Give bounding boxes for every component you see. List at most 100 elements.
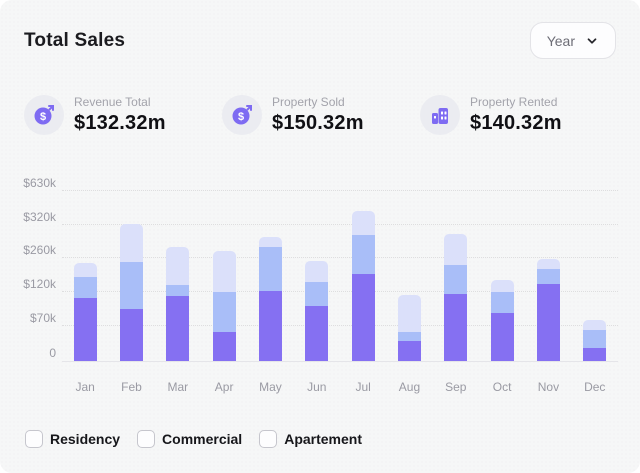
bar-segment-residency: [166, 296, 190, 361]
y-axis-label: 0: [49, 346, 56, 360]
stat-label: Revenue Total: [74, 95, 151, 109]
stat-value: $150.32m: [272, 112, 364, 134]
bar-segment-apartement: [119, 224, 143, 262]
stat-value: $132.32m: [74, 112, 166, 134]
stat-revenue-total: $ Revenue Total $132.32m: [24, 95, 222, 135]
bar-jun: [305, 261, 329, 361]
bar-segment-apartement: [490, 280, 514, 292]
bars-container: [62, 170, 618, 361]
coin-sparkle-icon: $: [24, 95, 64, 135]
buildings-icon: [420, 95, 460, 135]
x-axis-label: Jul: [355, 380, 371, 394]
bar-segment-commercial: [444, 265, 468, 294]
bar-segment-commercial: [166, 285, 190, 296]
x-axis-label: Nov: [537, 380, 560, 394]
bar-segment-residency: [73, 298, 97, 361]
bar-slot: [108, 224, 154, 361]
x-axis-label: Dec: [584, 380, 606, 394]
bar-may: [258, 237, 282, 361]
bar-segment-commercial: [73, 277, 97, 298]
bar-mar: [166, 247, 190, 361]
bar-segment-apartement: [305, 261, 329, 282]
bar-segment-residency: [583, 348, 607, 361]
y-axis: $630k $320k $260k $120k $70k 0: [0, 170, 56, 362]
sales-bar-chart: $630k $320k $260k $120k $70k 0: [0, 170, 618, 362]
x-axis-label: Oct: [492, 380, 512, 394]
gridline: [62, 291, 618, 292]
bar-slot: [247, 237, 293, 361]
y-axis-label: $320k: [23, 210, 56, 224]
coin-sparkle-icon: $: [222, 95, 262, 135]
year-selector-value: Year: [546, 32, 575, 49]
x-axis-label: Apr: [214, 380, 234, 394]
bar-apr: [212, 251, 236, 361]
bar-segment-commercial: [305, 282, 329, 306]
bar-segment-commercial: [119, 262, 143, 309]
bar-segment-apartement: [73, 263, 97, 277]
bar-segment-apartement: [583, 320, 607, 330]
apartement-checkbox[interactable]: [259, 430, 278, 448]
bar-segment-apartement: [166, 247, 190, 285]
x-axis: Jan Feb Mar Apr May Jun Jul Aug Sep Oct Nov Dec: [62, 380, 618, 394]
bar-segment-apartement: [212, 251, 236, 292]
y-axis-label: $120k: [23, 277, 56, 291]
residency-checkbox[interactable]: [25, 430, 43, 448]
filter-label: Apartement: [284, 431, 362, 447]
bar-segment-residency: [444, 294, 468, 361]
bar-segment-residency: [119, 309, 143, 361]
bar-sep: [444, 234, 468, 361]
bar-slot: [62, 263, 108, 361]
bar-segment-commercial: [583, 330, 607, 348]
bar-slot: [479, 280, 525, 361]
x-axis-label: Feb: [121, 380, 142, 394]
commercial-checkbox[interactable]: [137, 430, 156, 448]
y-axis-label: $70k: [29, 311, 56, 325]
filter-apartement[interactable]: Apartement: [259, 430, 362, 448]
y-axis-label: $630k: [23, 176, 56, 190]
bar-segment-commercial: [397, 332, 421, 341]
stat-value: $140.32m: [470, 112, 562, 134]
bar-segment-apartement: [536, 259, 560, 269]
bar-dec: [583, 320, 607, 361]
filter-residency[interactable]: Residency: [25, 430, 120, 448]
stat-label: Property Rented: [470, 95, 558, 109]
bar-segment-apartement: [444, 234, 468, 265]
gridline: [62, 325, 618, 326]
x-axis-label: Jun: [307, 380, 327, 394]
bar-segment-commercial: [212, 292, 236, 332]
bar-aug: [397, 295, 421, 361]
stat-label: Property Sold: [272, 95, 345, 109]
bar-segment-residency: [258, 291, 282, 361]
chevron-down-icon: [585, 34, 599, 48]
bar-segment-commercial: [258, 247, 282, 291]
bar-feb: [119, 224, 143, 361]
bar-segment-residency: [536, 284, 560, 361]
bar-segment-apartement: [351, 211, 375, 235]
stat-property-rented: Property Rented $140.32m: [420, 95, 618, 135]
bar-slot: [525, 259, 571, 361]
x-axis-label: Jan: [75, 380, 95, 394]
card-header: Total Sales Year: [24, 22, 616, 59]
bar-slot: [155, 247, 201, 361]
bar-segment-commercial: [490, 292, 514, 313]
bar-slot: [386, 295, 432, 361]
svg-text:$: $: [238, 111, 244, 123]
bar-segment-residency: [305, 306, 329, 361]
x-axis-label: Aug: [398, 380, 421, 394]
y-axis-label: $260k: [23, 243, 56, 257]
bar-segment-residency: [397, 341, 421, 361]
series-filters: Residency Commercial Apartement: [25, 430, 362, 448]
bar-slot: [572, 320, 618, 361]
filter-commercial[interactable]: Commercial: [137, 430, 242, 448]
x-axis-label: Sep: [445, 380, 467, 394]
bar-slot: [201, 251, 247, 361]
bar-segment-commercial: [351, 235, 375, 274]
bar-slot: [433, 234, 479, 361]
page-title: Total Sales: [24, 29, 126, 51]
svg-text:$: $: [40, 111, 46, 123]
gridline: [62, 257, 618, 258]
year-selector[interactable]: Year: [529, 22, 616, 59]
bar-oct: [490, 280, 514, 361]
x-axis-label: May: [259, 380, 282, 394]
gridline: [62, 190, 618, 191]
